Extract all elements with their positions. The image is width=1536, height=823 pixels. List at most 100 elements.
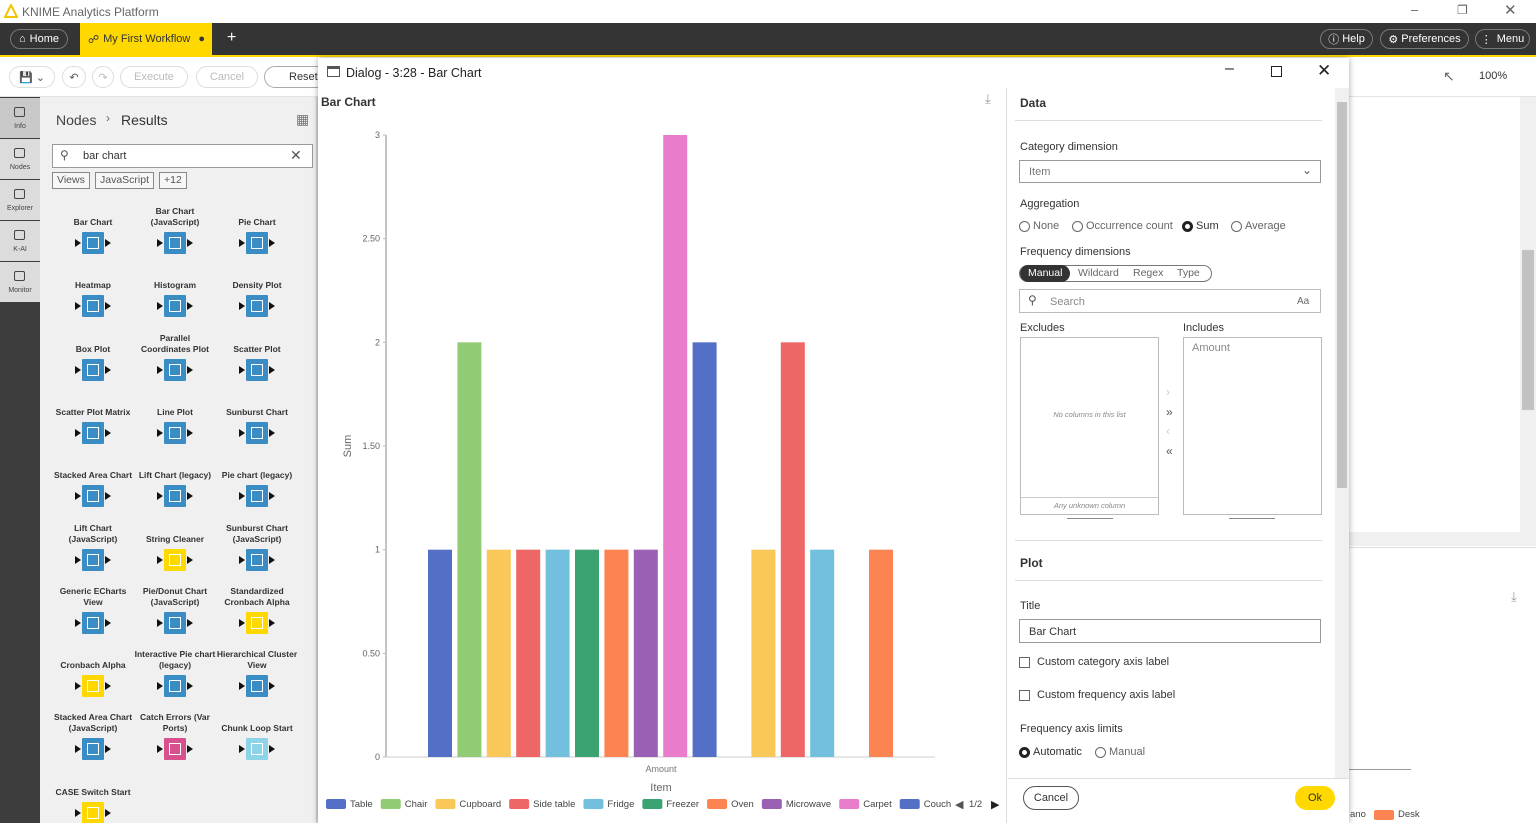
search-box[interactable]: ⚲ bar chart ✕ xyxy=(52,144,313,168)
dialog-close[interactable]: ✕ xyxy=(1317,61,1332,80)
node-port-in xyxy=(75,365,81,374)
legend-prev[interactable]: ◀ xyxy=(955,799,964,811)
sidebar: Info Nodes Explorer K-AI Monitor xyxy=(0,97,40,823)
node-entry[interactable]: Standardized Cronbach Alpha xyxy=(216,582,298,638)
mode-option[interactable]: Wildcard xyxy=(1078,267,1119,279)
filter-tag[interactable]: JavaScript xyxy=(95,172,155,189)
transfer-buttons[interactable]: ›» ‹ « xyxy=(1166,385,1173,458)
node-entry[interactable]: Catch Errors (Var Ports) xyxy=(134,708,216,764)
sidebar-item[interactable]: Monitor xyxy=(0,262,40,302)
node-entry[interactable]: Bar Chart xyxy=(52,202,134,258)
cancel-button[interactable]: Cancel xyxy=(196,66,258,88)
column-search[interactable]: ⚲ Search Aa xyxy=(1019,289,1321,313)
node-entry[interactable]: Hierarchical Cluster View xyxy=(216,645,298,701)
mode-option[interactable]: Manual xyxy=(1020,265,1071,282)
node-entry[interactable]: Pie Chart xyxy=(216,202,298,258)
restore[interactable]: ❐ xyxy=(1457,3,1468,17)
legend-label: Freezer xyxy=(666,799,699,810)
breadcrumb-root[interactable]: Nodes xyxy=(56,112,97,128)
node-entry[interactable]: Cronbach Alpha xyxy=(52,645,134,701)
settings-scroll-thumb[interactable] xyxy=(1337,102,1347,488)
node-entry[interactable]: CASE Switch Start xyxy=(52,772,134,823)
node-entry[interactable]: Sunburst Chart (JavaScript) xyxy=(216,519,298,575)
category-select[interactable]: Item ⌄ xyxy=(1019,160,1321,183)
save-button[interactable]: 💾 ⌄ xyxy=(9,66,55,88)
workflow-tab[interactable]: ☍ My First Workflow ● xyxy=(80,23,212,55)
chart-download[interactable]: ⤓ xyxy=(985,91,991,106)
node-entry[interactable]: Bar Chart (JavaScript) xyxy=(134,202,216,258)
sidebar-item[interactable]: K-AI xyxy=(0,221,40,261)
clear-search[interactable]: ✕ xyxy=(290,147,302,163)
breadcrumb-separator: › xyxy=(106,111,110,125)
dialog-minimize[interactable]: – xyxy=(1225,60,1234,77)
minimize[interactable]: – xyxy=(1411,2,1419,17)
preferences-button[interactable]: ⚙ Preferences xyxy=(1380,29,1469,49)
sidebar-item[interactable]: Nodes xyxy=(0,139,40,179)
sidebar-item[interactable]: Info xyxy=(0,98,40,138)
node-entry[interactable]: Pie/Donut Chart (JavaScript) xyxy=(134,582,216,638)
filter-tag[interactable]: Views xyxy=(52,172,90,189)
title-input[interactable]: Bar Chart xyxy=(1019,619,1321,643)
node-port-in xyxy=(239,618,245,627)
node-entry[interactable]: Density Plot xyxy=(216,265,298,321)
node-entry[interactable]: Scatter Plot Matrix xyxy=(52,392,134,448)
node-entry[interactable]: Pie chart (legacy) xyxy=(216,455,298,511)
radio[interactable] xyxy=(1231,221,1242,232)
node-entry[interactable]: Scatter Plot xyxy=(216,329,298,385)
node-entry[interactable]: Sunburst Chart xyxy=(216,392,298,448)
sidebar-label: K-AI xyxy=(13,246,27,253)
checkbox[interactable] xyxy=(1019,690,1030,701)
node-port-in xyxy=(239,492,245,501)
help-button[interactable]: ⓘ Help xyxy=(1320,29,1373,49)
node-entry[interactable]: String Cleaner xyxy=(134,519,216,575)
unknown-column: Any unknown column xyxy=(1053,501,1126,510)
node-port-out xyxy=(105,808,111,817)
ok-button[interactable]: Ok xyxy=(1295,786,1335,810)
radio[interactable] xyxy=(1019,221,1030,232)
node-entry[interactable]: Generic ECharts View xyxy=(52,582,134,638)
filter-tag[interactable]: +12 xyxy=(159,172,187,189)
new-tab[interactable]: + xyxy=(227,29,237,46)
includes-list[interactable]: Amount xyxy=(1183,337,1322,515)
node-label: Parallel Coordinates Plot xyxy=(140,332,209,354)
view-toggle[interactable]: ▦ xyxy=(296,111,310,127)
node-entry[interactable]: Lift Chart (JavaScript) xyxy=(52,519,134,575)
case-toggle[interactable]: Aa xyxy=(1297,296,1310,307)
close[interactable]: ✕ xyxy=(1504,2,1517,19)
undo-button[interactable]: ↶ xyxy=(62,66,86,88)
canvas-scroll-thumb[interactable] xyxy=(1522,250,1534,410)
zoom-level[interactable]: 100% xyxy=(1479,70,1508,82)
menu-button[interactable]: ⋮ Menu xyxy=(1475,29,1530,49)
execute-button[interactable]: Execute xyxy=(120,66,188,88)
node-entry[interactable]: Heatmap xyxy=(52,265,134,321)
radio[interactable] xyxy=(1072,221,1083,232)
redo-button[interactable]: ↷ xyxy=(92,66,114,88)
bar xyxy=(575,549,599,757)
download-icon[interactable]: ⤓ xyxy=(1511,589,1517,604)
included-column[interactable]: Amount xyxy=(1192,342,1230,354)
mode-option[interactable]: Regex xyxy=(1133,267,1164,279)
radio[interactable] xyxy=(1182,221,1193,232)
node-port-out xyxy=(269,492,275,501)
node-entry[interactable]: Chunk Loop Start xyxy=(216,708,298,764)
node-entry[interactable]: Stacked Area Chart (JavaScript) xyxy=(52,708,134,764)
node-entry[interactable]: Histogram xyxy=(134,265,216,321)
dialog-maximize[interactable] xyxy=(1271,66,1282,77)
home-button[interactable]: ⌂ Home xyxy=(10,29,68,49)
node-entry[interactable]: Box Plot xyxy=(52,329,134,385)
radio[interactable] xyxy=(1019,747,1030,758)
cancel-button[interactable]: Cancel xyxy=(1023,786,1079,810)
pointer-tool[interactable]: ↖ xyxy=(1443,68,1455,84)
node-entry[interactable]: Line Plot xyxy=(134,392,216,448)
radio[interactable] xyxy=(1095,747,1106,758)
node-entry[interactable]: Parallel Coordinates Plot xyxy=(134,329,216,385)
node-entry[interactable]: Interactive Pie chart (legacy) xyxy=(134,645,216,701)
node-entry[interactable]: Lift Chart (legacy) xyxy=(134,455,216,511)
node-entry[interactable]: Stacked Area Chart xyxy=(52,455,134,511)
excludes-list[interactable]: No columns in this list Any unknown colu… xyxy=(1020,337,1159,515)
legend-next[interactable]: ▶ xyxy=(991,799,1000,811)
mode-option[interactable]: Type xyxy=(1177,267,1200,279)
node-port-out xyxy=(187,492,193,501)
sidebar-item[interactable]: Explorer xyxy=(0,180,40,220)
checkbox[interactable] xyxy=(1019,657,1030,668)
